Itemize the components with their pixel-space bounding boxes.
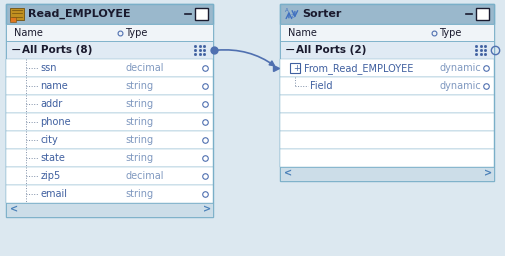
Bar <box>6 131 213 149</box>
Text: Z: Z <box>291 14 294 19</box>
Bar <box>280 167 494 181</box>
Bar <box>6 185 213 202</box>
Text: string: string <box>125 135 154 145</box>
Text: decimal: decimal <box>125 171 164 181</box>
Text: string: string <box>125 99 154 109</box>
Bar <box>280 149 494 167</box>
Bar <box>280 95 494 113</box>
Bar <box>6 149 213 167</box>
Bar <box>6 4 213 217</box>
Text: phone: phone <box>40 117 71 127</box>
Text: −: − <box>11 44 21 57</box>
Text: dynamic: dynamic <box>439 63 481 73</box>
Bar <box>6 95 213 113</box>
Text: Name: Name <box>14 28 42 38</box>
Bar <box>290 63 300 73</box>
Bar <box>280 41 494 59</box>
Bar <box>280 4 494 181</box>
Text: Type: Type <box>439 28 462 38</box>
Bar <box>280 59 494 77</box>
FancyArrowPatch shape <box>217 50 274 66</box>
Text: Field: Field <box>310 81 332 91</box>
Text: Name: Name <box>288 28 317 38</box>
Bar <box>6 77 213 95</box>
Text: <: < <box>284 169 292 179</box>
Text: Type: Type <box>125 28 148 38</box>
Bar <box>6 167 213 185</box>
Text: string: string <box>125 153 154 163</box>
Text: decimal: decimal <box>125 63 164 73</box>
Bar <box>280 4 494 24</box>
Text: string: string <box>125 189 154 199</box>
Bar <box>6 202 213 217</box>
Bar <box>280 77 494 95</box>
Text: zip5: zip5 <box>40 171 61 181</box>
Text: A: A <box>285 8 289 13</box>
Text: >: > <box>484 169 492 179</box>
Bar <box>280 113 494 131</box>
Bar <box>10 17 16 22</box>
Text: addr: addr <box>40 99 63 109</box>
Bar <box>6 113 213 131</box>
Text: All Ports (2): All Ports (2) <box>296 45 366 55</box>
Text: <: < <box>10 205 18 215</box>
Text: −: − <box>285 44 295 57</box>
Text: +: + <box>293 64 300 73</box>
Text: city: city <box>40 135 59 145</box>
Text: All Ports (8): All Ports (8) <box>22 45 92 55</box>
Bar <box>280 131 494 149</box>
Bar <box>6 41 213 59</box>
Bar <box>280 24 494 41</box>
Bar <box>6 4 213 24</box>
Text: string: string <box>125 81 154 91</box>
Bar <box>476 8 489 20</box>
Text: state: state <box>40 153 66 163</box>
Text: string: string <box>125 117 154 127</box>
Text: Read_EMPLOYEE: Read_EMPLOYEE <box>28 8 130 19</box>
Text: Sorter: Sorter <box>302 9 341 19</box>
Text: dynamic: dynamic <box>439 81 481 91</box>
Bar <box>195 8 208 20</box>
Bar <box>6 59 213 77</box>
Text: ssn: ssn <box>40 63 57 73</box>
Text: >: > <box>203 205 211 215</box>
Bar <box>10 8 24 20</box>
Text: From_Read_EMPLOYEE: From_Read_EMPLOYEE <box>304 63 413 74</box>
Text: email: email <box>40 189 68 199</box>
Text: name: name <box>40 81 68 91</box>
Bar <box>6 24 213 41</box>
